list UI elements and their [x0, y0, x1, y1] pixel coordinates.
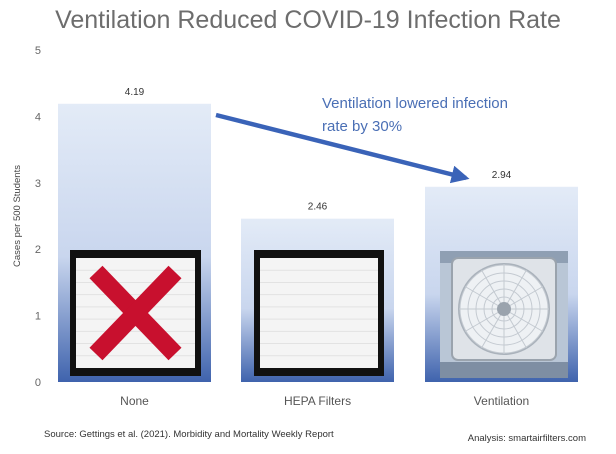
bar-images	[70, 250, 568, 378]
value-label: 4.19	[125, 87, 145, 98]
y-tick-label: 0	[35, 377, 41, 389]
y-tick-label: 3	[35, 178, 41, 190]
hepa-filter-icon	[254, 250, 384, 376]
value-label: 2.94	[492, 170, 512, 181]
annotation-line-2: rate by 30%	[322, 118, 402, 135]
category-label: None	[120, 394, 149, 408]
y-axis-label: Cases per 500 Students	[12, 165, 23, 267]
y-tick-label: 2	[35, 244, 41, 256]
box-fan-icon	[440, 251, 568, 378]
category-label: Ventilation	[474, 394, 529, 408]
chart-title: Ventilation Reduced COVID-19 Infection R…	[55, 6, 561, 34]
y-tick-label: 4	[35, 111, 41, 123]
y-axis: 0 1 2 3 4 5	[35, 45, 41, 389]
y-tick-label: 5	[35, 45, 41, 57]
source-note: Source: Gettings et al. (2021). Morbidit…	[44, 429, 334, 440]
value-labels: 4.19 2.46 2.94	[125, 87, 512, 213]
analysis-credit: Analysis: smartairfilters.com	[468, 433, 586, 444]
annotation-line-1: Ventilation lowered infection	[322, 95, 508, 112]
value-label: 2.46	[308, 202, 328, 213]
filter-with-x-icon	[70, 250, 201, 376]
category-label: HEPA Filters	[284, 394, 351, 408]
trend-arrow	[215, 112, 470, 184]
y-tick-label: 1	[35, 311, 41, 323]
x-axis: None HEPA Filters Ventilation	[120, 394, 529, 408]
